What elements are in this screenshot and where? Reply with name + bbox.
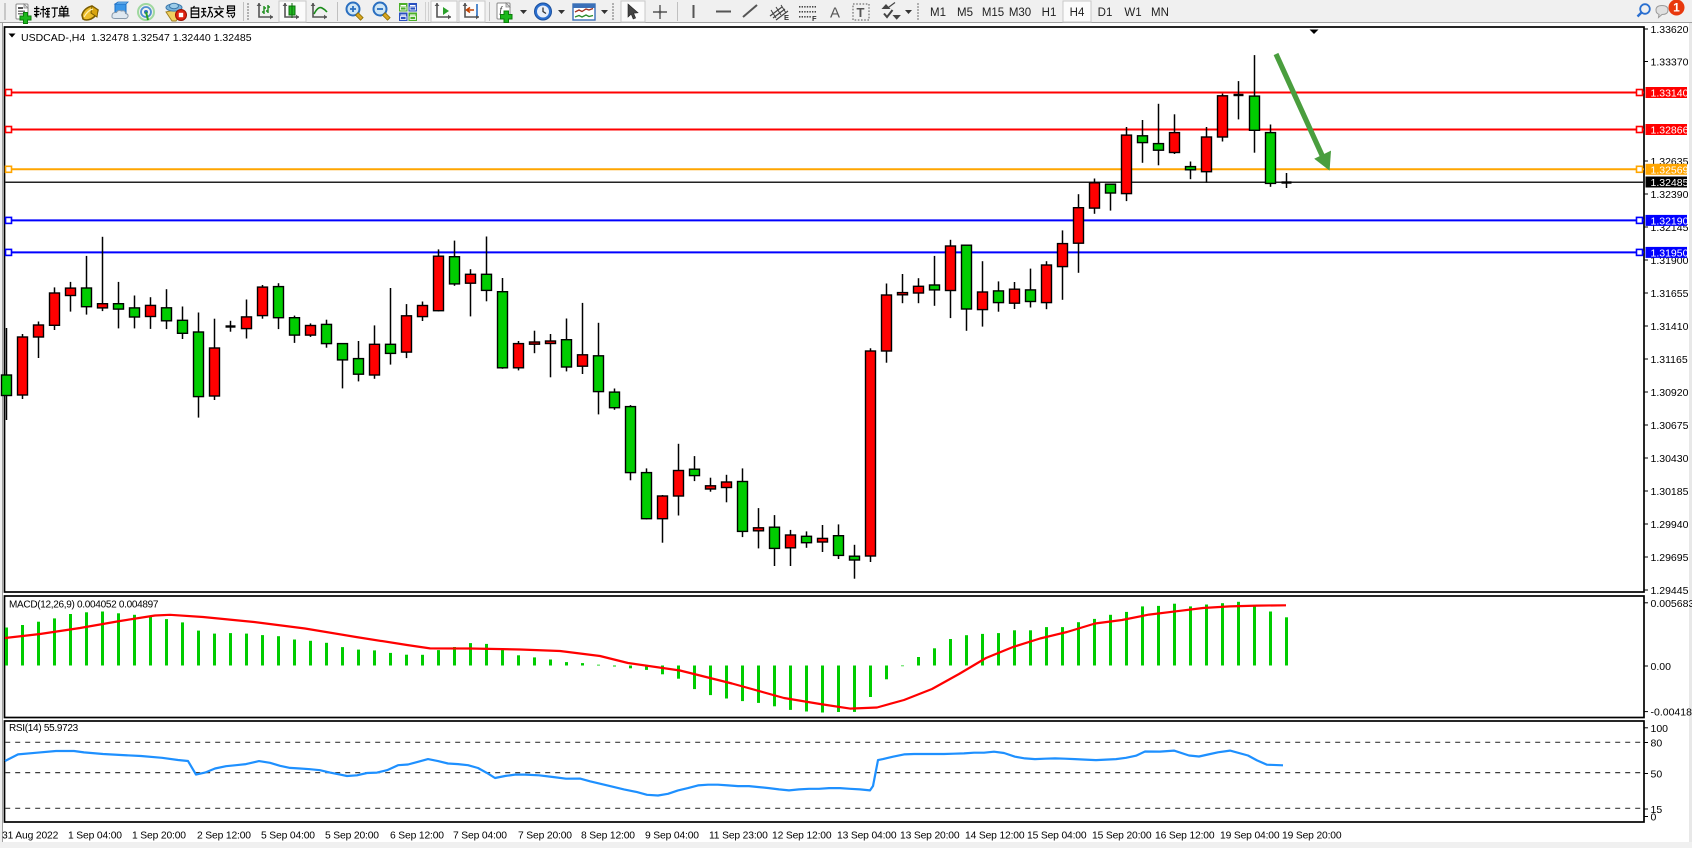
- svg-text:1.29695: 1.29695: [1651, 552, 1689, 564]
- svg-text:1.31900: 1.31900: [1651, 255, 1689, 267]
- svg-text:80: 80: [1651, 738, 1663, 750]
- svg-text:50: 50: [1651, 769, 1663, 781]
- svg-text:E: E: [784, 13, 789, 22]
- svg-text:14 Sep 12:00: 14 Sep 12:00: [965, 831, 1025, 842]
- svg-text:1.31950: 1.31950: [1651, 247, 1689, 259]
- svg-text:1.32190: 1.32190: [1651, 215, 1689, 227]
- svg-text:M30: M30: [1009, 7, 1031, 19]
- svg-text:31 Aug 2022: 31 Aug 2022: [2, 831, 59, 842]
- svg-text:T: T: [857, 5, 865, 20]
- svg-text:1.32569: 1.32569: [1651, 164, 1689, 176]
- svg-text:0.00: 0.00: [1651, 661, 1672, 673]
- svg-text:8 Sep 12:00: 8 Sep 12:00: [581, 831, 635, 842]
- svg-text:19 Sep 20:00: 19 Sep 20:00: [1282, 831, 1342, 842]
- svg-text:RSI(14) 55.9723: RSI(14) 55.9723: [9, 723, 79, 734]
- svg-text:5 Sep 20:00: 5 Sep 20:00: [325, 831, 379, 842]
- svg-text:F: F: [812, 14, 817, 23]
- svg-text:M5: M5: [957, 7, 973, 19]
- svg-text:1.32866: 1.32866: [1651, 125, 1689, 137]
- svg-text:6 Sep 12:00: 6 Sep 12:00: [390, 831, 444, 842]
- svg-text:1.33620: 1.33620: [1651, 24, 1689, 36]
- svg-text:1.32390: 1.32390: [1651, 189, 1689, 201]
- svg-text:1.31165: 1.31165: [1651, 354, 1688, 366]
- svg-text:15: 15: [1651, 804, 1663, 816]
- svg-text:1.32485: 1.32485: [1651, 177, 1689, 189]
- svg-text:USDCAD-,H4 1.32478 1.32547 1.: USDCAD-,H4 1.32478 1.32547 1.32440 1.324…: [21, 32, 252, 44]
- svg-text:1 Sep 20:00: 1 Sep 20:00: [132, 831, 186, 842]
- svg-text:M1: M1: [930, 7, 946, 19]
- svg-text:1 Sep 04:00: 1 Sep 04:00: [68, 831, 122, 842]
- svg-text:1.30185: 1.30185: [1651, 486, 1689, 498]
- svg-text:9 Sep 04:00: 9 Sep 04:00: [645, 831, 699, 842]
- svg-text:15 Sep 04:00: 15 Sep 04:00: [1027, 831, 1087, 842]
- svg-text:H4: H4: [1070, 7, 1085, 19]
- svg-text:15 Sep 20:00: 15 Sep 20:00: [1092, 831, 1152, 842]
- svg-text:1.33140: 1.33140: [1651, 88, 1689, 100]
- svg-text:1.31410: 1.31410: [1651, 321, 1689, 333]
- svg-text:0.005683: 0.005683: [1651, 598, 1692, 610]
- svg-text:16 Sep 12:00: 16 Sep 12:00: [1155, 831, 1215, 842]
- svg-text:H1: H1: [1042, 7, 1057, 19]
- svg-text:MN: MN: [1151, 7, 1169, 19]
- svg-text:f: f: [500, 5, 504, 15]
- svg-text:M15: M15: [982, 7, 1004, 19]
- svg-text:100: 100: [1651, 723, 1669, 735]
- svg-text:1.30920: 1.30920: [1651, 387, 1689, 399]
- svg-text:1.30430: 1.30430: [1651, 453, 1689, 465]
- svg-text:1.33370: 1.33370: [1651, 57, 1689, 69]
- svg-text:2 Sep 12:00: 2 Sep 12:00: [197, 831, 251, 842]
- svg-text:19 Sep 04:00: 19 Sep 04:00: [1220, 831, 1280, 842]
- svg-text:1.31655: 1.31655: [1651, 288, 1689, 300]
- svg-text:7 Sep 20:00: 7 Sep 20:00: [518, 831, 572, 842]
- svg-text:1.30675: 1.30675: [1651, 420, 1689, 432]
- svg-text:MACD(12,26,9) 0.004052 0.00489: MACD(12,26,9) 0.004052 0.004897: [9, 600, 159, 611]
- svg-text:7 Sep 04:00: 7 Sep 04:00: [453, 831, 507, 842]
- svg-text:1.29445: 1.29445: [1651, 585, 1689, 597]
- svg-text:13 Sep 20:00: 13 Sep 20:00: [900, 831, 960, 842]
- svg-text:W1: W1: [1124, 7, 1141, 19]
- svg-text:0: 0: [1651, 812, 1657, 824]
- svg-text:1.29940: 1.29940: [1651, 519, 1689, 531]
- svg-text:-0.004182: -0.004182: [1651, 707, 1692, 719]
- svg-text:1: 1: [1673, 1, 1680, 15]
- svg-text:D1: D1: [1098, 7, 1113, 19]
- svg-text:11 Sep 23:00: 11 Sep 23:00: [709, 831, 768, 842]
- svg-text:5 Sep 04:00: 5 Sep 04:00: [261, 831, 315, 842]
- svg-text:13 Sep 04:00: 13 Sep 04:00: [837, 831, 897, 842]
- svg-text:12 Sep 12:00: 12 Sep 12:00: [772, 831, 832, 842]
- svg-text:A: A: [830, 5, 840, 22]
